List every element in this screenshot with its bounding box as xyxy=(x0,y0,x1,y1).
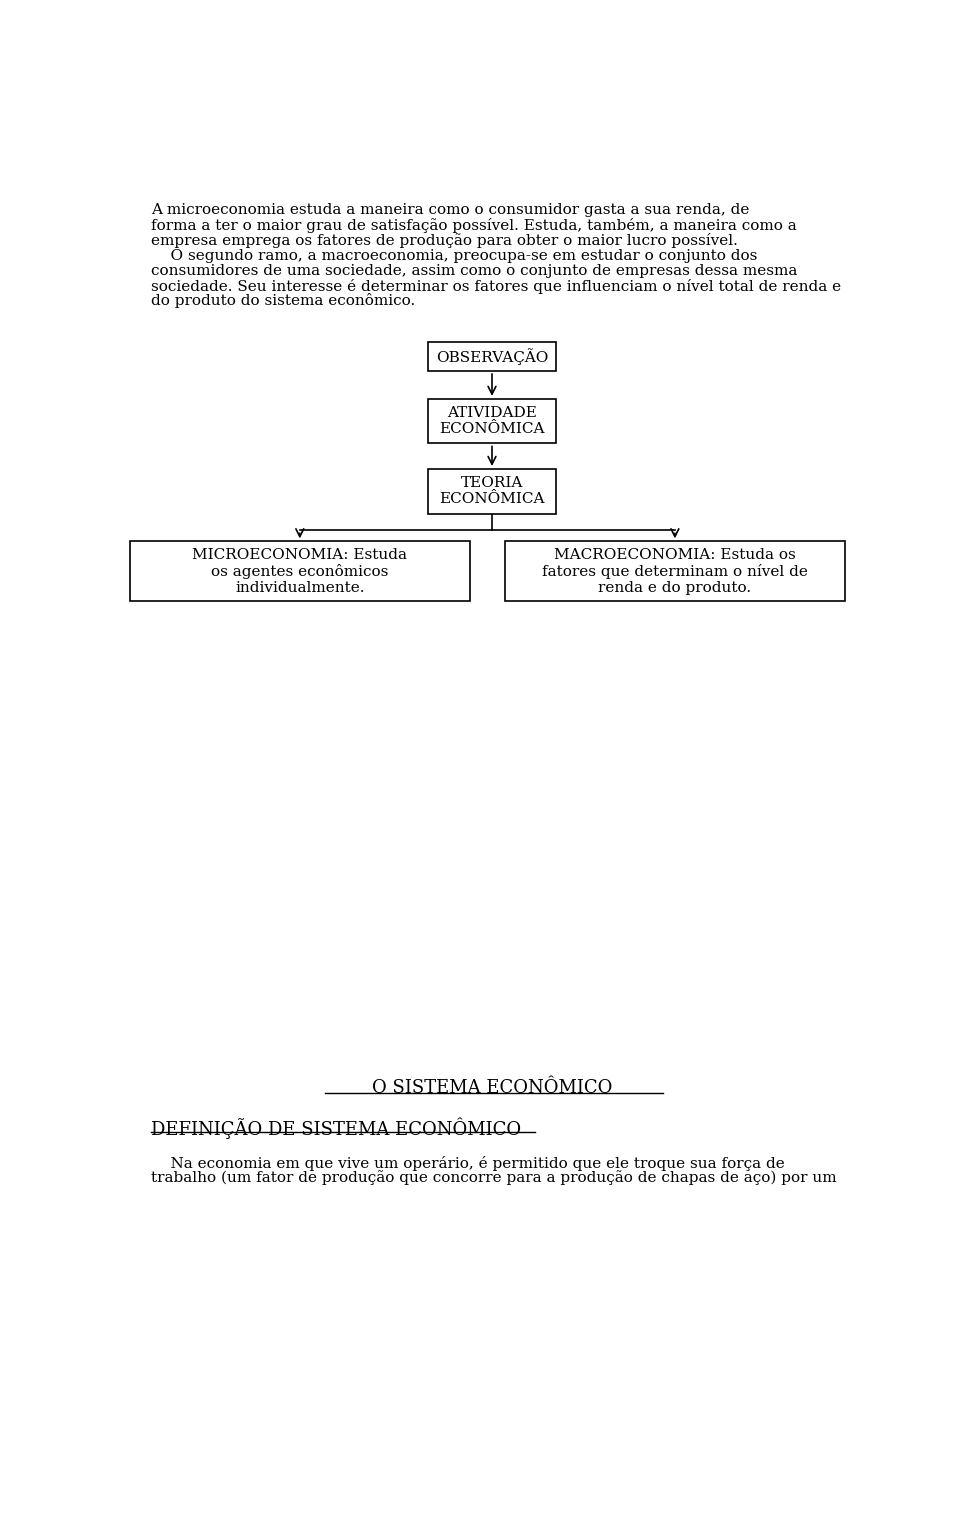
FancyBboxPatch shape xyxy=(428,342,556,371)
Text: do produto do sistema econômico.: do produto do sistema econômico. xyxy=(151,294,416,309)
Text: Na economia em que vive um operário, é permitido que ele troque sua força de: Na economia em que vive um operário, é p… xyxy=(151,1155,784,1170)
Text: trabalho (um fator de produção que concorre para a produção de chapas de aço) po: trabalho (um fator de produção que conco… xyxy=(151,1170,836,1185)
FancyBboxPatch shape xyxy=(130,542,469,601)
Text: sociedade. Seu interesse é determinar os fatores que influenciam o nível total d: sociedade. Seu interesse é determinar os… xyxy=(151,279,841,294)
Text: consumidores de uma sociedade, assim como o conjunto de empresas dessa mesma: consumidores de uma sociedade, assim com… xyxy=(151,263,798,279)
FancyBboxPatch shape xyxy=(428,469,556,513)
Text: A microeconomia estuda a maneira como o consumidor gasta a sua renda, de: A microeconomia estuda a maneira como o … xyxy=(151,203,750,217)
Text: empresa emprega os fatores de produção para obter o maior lucro possível.: empresa emprega os fatores de produção p… xyxy=(151,233,738,247)
Text: TEORIA
ECONÔMICA: TEORIA ECONÔMICA xyxy=(440,475,544,506)
Text: DEFINIÇÃO DE SISTEMA ECONÔMICO: DEFINIÇÃO DE SISTEMA ECONÔMICO xyxy=(151,1117,521,1139)
FancyBboxPatch shape xyxy=(428,398,556,444)
FancyBboxPatch shape xyxy=(505,542,845,601)
Text: O segundo ramo, a macroeconomia, preocupa-se em estudar o conjunto dos: O segundo ramo, a macroeconomia, preocup… xyxy=(151,250,757,263)
Text: MACROECONOMIA: Estuda os
fatores que determinam o nível de
renda e do produto.: MACROECONOMIA: Estuda os fatores que det… xyxy=(542,548,807,595)
Text: MICROECONOMIA: Estuda
os agentes econômicos
individualmente.: MICROECONOMIA: Estuda os agentes econômi… xyxy=(192,548,407,595)
Text: O SISTEMA ECONÔMICO: O SISTEMA ECONÔMICO xyxy=(372,1079,612,1096)
Text: OBSERVAÇÃO: OBSERVAÇÃO xyxy=(436,348,548,365)
Text: ATIVIDADE
ECONÔMICA: ATIVIDADE ECONÔMICA xyxy=(440,406,544,436)
Text: forma a ter o maior grau de satisfação possível. Estuda, também, a maneira como : forma a ter o maior grau de satisfação p… xyxy=(151,218,797,233)
